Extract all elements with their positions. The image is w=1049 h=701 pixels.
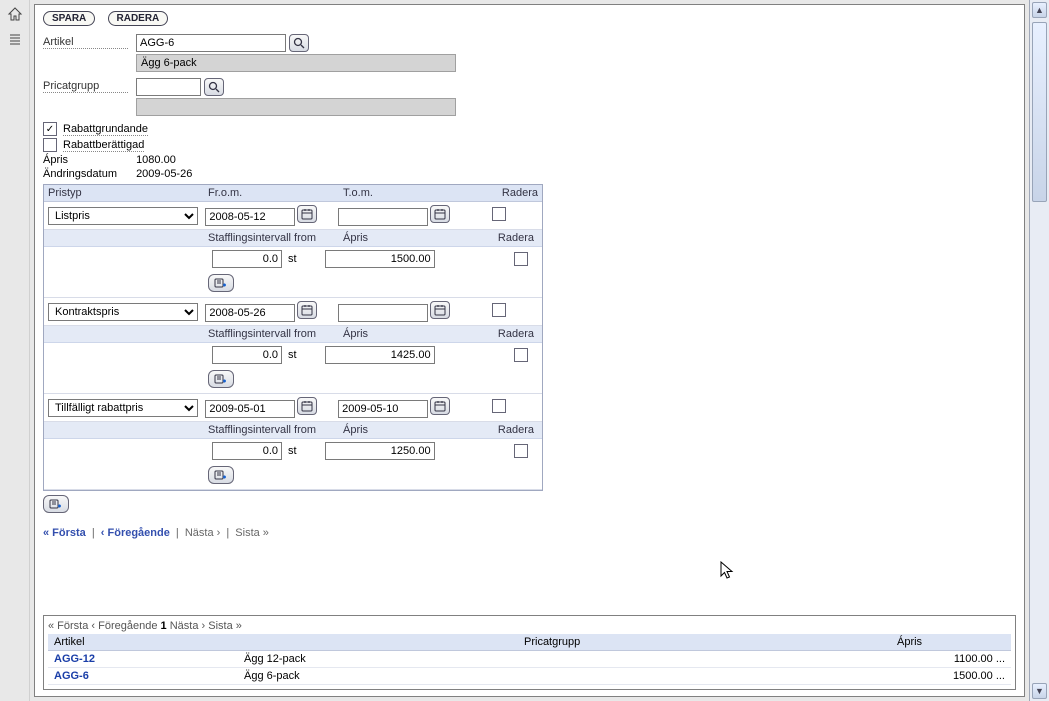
add-price-row-button[interactable] <box>43 495 69 513</box>
apris-value: 1080.00 <box>136 154 176 166</box>
add-staffling-button[interactable] <box>208 370 234 388</box>
artikel-desc: Ägg 12-pack <box>238 651 518 667</box>
staff-unit: st <box>288 445 297 457</box>
pager-prev[interactable]: ‹ Föregående <box>101 527 170 539</box>
delete-row-checkbox[interactable] <box>492 207 506 221</box>
calendar-icon[interactable] <box>297 301 317 319</box>
calendar-icon[interactable] <box>297 205 317 223</box>
pristyp-select[interactable]: Listpris <box>48 207 198 225</box>
calendar-icon[interactable] <box>297 397 317 415</box>
pricat-cell <box>518 668 648 684</box>
list-icon[interactable] <box>7 31 23 50</box>
home-icon[interactable] <box>7 6 23 25</box>
scroll-down-button[interactable]: ▼ <box>1032 683 1047 699</box>
col-radera: Radera <box>474 185 542 201</box>
artikel-link[interactable]: AGG-12 <box>48 651 238 667</box>
col-staff-from: Stafflingsintervall from <box>204 422 339 438</box>
staff-from-input[interactable] <box>212 442 282 460</box>
col-staff-from: Stafflingsintervall from <box>204 326 339 342</box>
pager-main: « Första | ‹ Föregående | Nästa › | Sist… <box>43 527 1016 539</box>
bp-col-pricat: Pricatgrupp <box>518 634 648 650</box>
scroll-up-button[interactable]: ▲ <box>1032 2 1047 18</box>
artikel-desc: Ägg 6-pack <box>238 668 518 684</box>
col-staff-radera: Radera <box>474 326 542 342</box>
delete-staff-checkbox[interactable] <box>514 348 528 362</box>
staff-unit: st <box>288 349 297 361</box>
col-staff-apris: Ápris <box>339 230 474 246</box>
to-date-input[interactable] <box>338 304 428 322</box>
rabattberattigad-label: Rabattberättigad <box>63 139 144 152</box>
add-staffling-button[interactable] <box>208 274 234 292</box>
apris-cell: 1500.00 ... <box>891 668 1011 684</box>
left-rail <box>0 0 30 701</box>
staff-from-input[interactable] <box>212 346 282 364</box>
to-date-input[interactable] <box>338 400 428 418</box>
artikel-lookup-button[interactable] <box>289 34 309 52</box>
col-staff-radera: Radera <box>474 422 542 438</box>
pager-next[interactable]: Nästa › <box>185 527 220 539</box>
artikel-label: Artikel <box>43 34 128 49</box>
bottom-pager: « Första ‹ Föregående 1 Nästa › Sista » <box>48 620 1011 632</box>
staff-apris-input[interactable] <box>325 442 435 460</box>
pristyp-select[interactable]: Tillfälligt rabattpris <box>48 399 198 417</box>
pricat-cell <box>518 651 648 667</box>
main-panel: SPARA RADERA Artikel Ägg 6-pack Pricatgr… <box>34 4 1025 697</box>
calendar-icon[interactable] <box>430 397 450 415</box>
andring-label: Ändringsdatum <box>43 168 133 180</box>
add-staffling-button[interactable] <box>208 466 234 484</box>
calendar-icon[interactable] <box>430 301 450 319</box>
rabattgrundande-checkbox[interactable]: ✓ <box>43 122 57 136</box>
apris-cell: 1100.00 ... <box>891 651 1011 667</box>
to-date-input[interactable] <box>338 208 428 226</box>
col-staff-radera: Radera <box>474 230 542 246</box>
pager-last[interactable]: Sista » <box>235 527 269 539</box>
delete-staff-checkbox[interactable] <box>514 252 528 266</box>
col-staff-from: Stafflingsintervall from <box>204 230 339 246</box>
cursor-icon <box>720 561 736 581</box>
col-from: Fr.o.m. <box>204 185 339 201</box>
delete-row-checkbox[interactable] <box>492 399 506 413</box>
pricat-desc <box>136 98 456 116</box>
col-staff-apris: Ápris <box>339 326 474 342</box>
rabattgrundande-label: Rabattgrundande <box>63 123 148 136</box>
pricat-label: Pricatgrupp <box>43 78 128 93</box>
artikel-code-input[interactable] <box>136 34 286 52</box>
bp-col-apris: Ápris <box>891 634 1011 650</box>
rabattberattigad-checkbox[interactable] <box>43 138 57 152</box>
artikel-desc: Ägg 6-pack <box>136 54 456 72</box>
calendar-icon[interactable] <box>430 205 450 223</box>
andring-value: 2009-05-26 <box>136 168 192 180</box>
from-date-input[interactable] <box>205 304 295 322</box>
delete-button[interactable]: RADERA <box>108 11 169 26</box>
list-item[interactable]: AGG-12Ägg 12-pack 1100.00 ... <box>48 651 1011 668</box>
pricat-lookup-button[interactable] <box>204 78 224 96</box>
save-button[interactable]: SPARA <box>43 11 95 26</box>
col-pristyp: Pristyp <box>44 185 204 201</box>
list-item[interactable]: AGG-6Ägg 6-pack 1500.00 ... <box>48 668 1011 685</box>
staff-apris-input[interactable] <box>325 346 435 364</box>
price-table: Pristyp Fr.o.m. T.o.m. Radera Listpris St… <box>43 184 543 491</box>
pristyp-select[interactable]: Kontraktspris <box>48 303 198 321</box>
delete-row-checkbox[interactable] <box>492 303 506 317</box>
staff-from-input[interactable] <box>212 250 282 268</box>
bottom-panel: « Första ‹ Föregående 1 Nästa › Sista » … <box>43 615 1016 690</box>
artikel-link[interactable]: AGG-6 <box>48 668 238 684</box>
pricat-code-input[interactable] <box>136 78 201 96</box>
from-date-input[interactable] <box>205 208 295 226</box>
apris-label: Ápris <box>43 154 133 166</box>
col-staff-apris: Ápris <box>339 422 474 438</box>
bp-col-artikel: Artikel <box>48 634 238 650</box>
pager-first[interactable]: « Första <box>43 527 86 539</box>
col-tom: T.o.m. <box>339 185 474 201</box>
scrollbar-vertical[interactable]: ▲ ▼ <box>1029 0 1049 701</box>
scroll-thumb[interactable] <box>1032 22 1047 202</box>
from-date-input[interactable] <box>205 400 295 418</box>
staff-apris-input[interactable] <box>325 250 435 268</box>
delete-staff-checkbox[interactable] <box>514 444 528 458</box>
staff-unit: st <box>288 253 297 265</box>
